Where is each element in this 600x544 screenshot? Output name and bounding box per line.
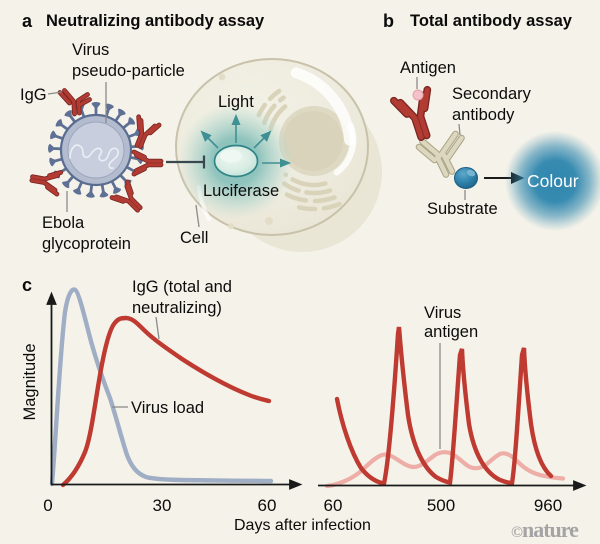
svg-text:Days after infection: Days after infection xyxy=(234,517,371,534)
svg-text:0: 0 xyxy=(43,496,52,515)
svg-text:960: 960 xyxy=(534,496,562,515)
svg-text:60: 60 xyxy=(258,496,277,515)
svg-text:Virus: Virus xyxy=(72,41,109,59)
svg-text:60: 60 xyxy=(324,496,343,515)
svg-text:Magnitude: Magnitude xyxy=(21,343,39,420)
svg-text:Luciferase: Luciferase xyxy=(203,182,279,200)
svg-text:©nature: ©nature xyxy=(511,517,579,542)
svg-text:Total antibody assay: Total antibody assay xyxy=(410,12,573,30)
svg-text:Neutralizing antibody assay: Neutralizing antibody assay xyxy=(46,12,265,30)
svg-text:Light: Light xyxy=(218,93,254,111)
svg-text:500: 500 xyxy=(427,496,455,515)
svg-text:neutralizing): neutralizing) xyxy=(132,299,222,317)
svg-text:antibody: antibody xyxy=(452,106,515,124)
svg-text:antigen: antigen xyxy=(424,323,478,341)
svg-text:IgG: IgG xyxy=(20,86,47,104)
svg-text:pseudo-particle: pseudo-particle xyxy=(72,62,185,80)
svg-text:c: c xyxy=(22,275,32,295)
svg-text:Ebola: Ebola xyxy=(42,214,85,232)
svg-text:Virus load: Virus load xyxy=(131,399,204,417)
svg-text:IgG (total and: IgG (total and xyxy=(132,278,232,296)
svg-text:glycoprotein: glycoprotein xyxy=(42,235,131,253)
svg-text:Cell: Cell xyxy=(180,229,208,247)
svg-text:Colour: Colour xyxy=(527,171,579,191)
svg-text:Secondary: Secondary xyxy=(452,85,532,103)
svg-text:Substrate: Substrate xyxy=(427,200,498,218)
svg-text:Virus: Virus xyxy=(424,304,461,322)
svg-text:a: a xyxy=(22,11,33,31)
svg-text:b: b xyxy=(383,11,394,31)
svg-text:30: 30 xyxy=(153,496,172,515)
svg-text:Antigen: Antigen xyxy=(400,59,456,77)
